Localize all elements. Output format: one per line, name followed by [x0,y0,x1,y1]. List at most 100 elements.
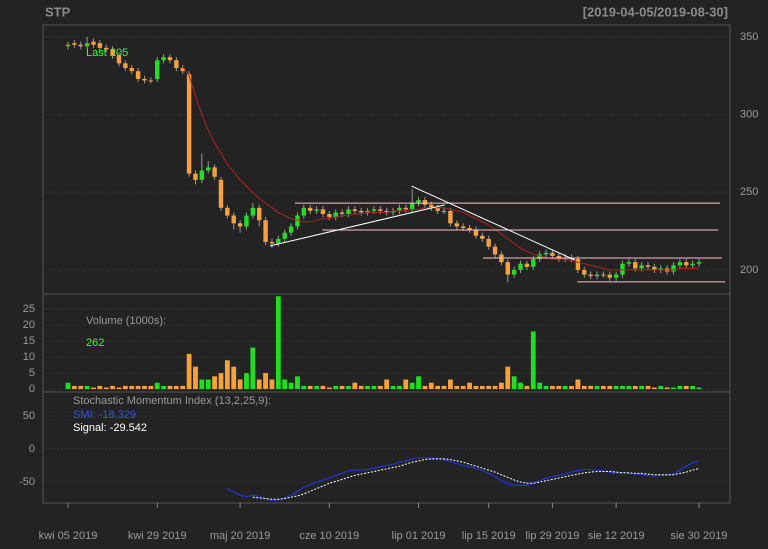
volume-bar [301,385,307,390]
volume-bar [658,385,664,390]
candle-body [218,179,224,208]
volume-bar [511,376,517,390]
candle-body [607,274,612,278]
volume-bar [620,385,625,390]
volume-bar [556,385,562,390]
volume-bar [575,379,581,390]
candle-body [186,74,192,174]
volume-bar [110,385,116,390]
candle-body [269,241,275,244]
volume-bar [263,373,268,390]
candle-body [320,209,326,215]
volume-bar [607,385,613,390]
candle-body [327,214,332,218]
volume-bar [416,376,421,390]
volume-bar [486,385,492,390]
volume-bar [167,385,173,390]
candle-body [104,47,109,50]
drawn-line [269,204,445,247]
volume-bar [562,385,568,390]
candle-body [652,266,657,270]
candle-body [129,68,134,72]
volume-bar [320,385,326,390]
drawn-line [411,185,575,261]
volume-bar [180,385,186,390]
volume-bar [524,385,530,390]
volume-bar [173,385,179,390]
volume-bar [645,385,651,390]
candle-body [333,212,338,218]
candle-body [639,265,644,269]
volume-bar [581,385,587,390]
volume-bar [186,353,192,390]
candle-body [460,226,466,228]
candle-body [409,203,415,210]
candle-body [142,78,147,81]
chart-title: STP [45,4,71,19]
indicator-line [252,458,700,500]
candle-body [633,262,638,269]
volume-bar [154,382,160,390]
volume-bar [530,331,536,390]
volume-bar [613,385,619,390]
candle-body [135,71,141,79]
candle-body [167,57,173,61]
candle-body [473,229,479,236]
y-tick-label: 0 [29,443,35,455]
candle-body [601,274,606,276]
candle-body [231,215,236,224]
candle-body [620,263,625,275]
candle-body [467,227,472,230]
candle-body [263,220,268,242]
volume-bar [371,385,377,390]
volume-bar [352,382,358,390]
candle-body [206,167,211,171]
volume-bar [397,385,402,390]
candle-body [225,207,230,216]
candle-body [684,262,689,266]
volume-bar [377,385,383,390]
volume-bar [314,385,319,390]
candle-body [257,207,262,221]
candle-body [582,269,587,275]
candle-body [658,268,663,270]
candle-body [371,209,377,211]
x-tick-label: lip 01 2019 [392,530,446,542]
volume-bar [135,385,141,390]
panel-frame [42,391,731,504]
volume-bar [441,385,447,390]
candle-body [594,274,600,277]
volume-bar [365,385,370,390]
y-tick-label: 10 [23,351,35,363]
volume-bar [492,385,498,390]
y-tick-label: 5 [29,367,35,379]
volume-bar [282,379,288,390]
panel-title: Volume (1000s): [86,315,166,327]
candle-body [199,170,205,180]
volume-bar [651,387,657,390]
y-tick-label: 0 [29,383,35,395]
panel-title: Stochastic Momentum Index (13,2,25,9): [73,395,271,407]
volume-bar [428,382,434,390]
volume-bar [288,382,294,390]
candle-body [626,262,632,264]
y-tick-label: 250 [740,186,758,198]
candle-body [180,68,185,72]
volume-bar [212,376,217,390]
volume-bar [448,379,453,390]
candle-body [511,269,517,275]
y-tick-label: -50 [19,476,35,488]
volume-bar [569,385,574,390]
candle-body [531,259,536,267]
volume-bar [91,387,96,390]
candle-body [397,207,402,211]
candle-body [390,210,396,213]
volume-bar [550,385,555,390]
panel-frame [42,293,731,393]
candle-body [454,223,459,227]
candle-body [193,173,198,180]
volume-bar [632,385,638,390]
y-tick-label: 50 [23,410,35,422]
x-tick-label: kwi 05 2019 [39,530,98,542]
